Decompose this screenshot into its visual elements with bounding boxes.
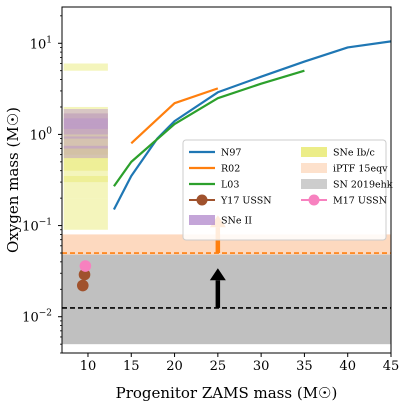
strip-box-sne-ib-c [63, 161, 108, 183]
legend-box [182, 139, 387, 241]
axes: 10 15 20 25 30 35 40 45 10−2 10−1 100 101 [22, 6, 400, 374]
strip-box-sne-ii [63, 109, 108, 125]
legend-swatch-sn-2019ehk [301, 179, 327, 189]
y-axis-title: Oxygen mass (M☉) [4, 107, 22, 253]
strip-box-sne-ii [63, 113, 108, 129]
x-axis-title: Progenitor ZAMS mass (M☉) [116, 384, 338, 402]
strip-box-sne-ib-c [63, 138, 108, 162]
x-tick-label: 35 [296, 359, 313, 374]
arrow-head-0 [209, 268, 226, 281]
x-tick-label: 45 [383, 359, 400, 374]
legend-swatch-iptf-15eqv [301, 163, 327, 173]
legend-label-sne-ii: SNe II [221, 216, 252, 227]
legend-label-iptf-15eqv: iPTF 15eqv [333, 164, 388, 175]
series-line-r02 [130, 87, 219, 145]
strip-box-sne-ib-c [63, 106, 108, 125]
y-tick-label: 10−1 [22, 218, 52, 235]
y-tick-label: 100 [30, 126, 53, 143]
legend-label-sne-ib-c: SNe Ib/c [333, 148, 375, 159]
legend-label-n97: N97 [221, 148, 241, 159]
strip-box-sne-ib-c [63, 113, 108, 139]
strip-box-sne-ii [63, 136, 108, 149]
strip-box-sne-ib-c [63, 198, 108, 230]
plot-area [62, 40, 391, 345]
data-point-m17-ussn [79, 260, 92, 272]
strip-box-sne-ib-c [63, 148, 108, 171]
legend-marker-m17-ussn [308, 194, 320, 206]
strip-box-sne-ii [63, 145, 108, 159]
series-line-n97 [112, 40, 391, 211]
data-point-y17-ussn [78, 268, 91, 281]
legend-swatch-sne-ib-c [301, 147, 327, 157]
strip-box-sne-ii [63, 118, 108, 135]
legend-label-m17-ussn: M17 USSN [333, 196, 387, 207]
series-line-l03 [113, 69, 305, 187]
band-sn-2019ehk [62, 253, 391, 345]
y-tick-label: 10−2 [22, 309, 52, 326]
strip-box-sne-ib-c [63, 124, 108, 155]
x-tick-label: 25 [210, 359, 227, 374]
strip-box-sne-ii [63, 124, 108, 139]
legend-label-r02: R02 [221, 164, 240, 175]
legend-label-y17-ussn: Y17 USSN [220, 196, 272, 207]
x-tick-label: 15 [123, 359, 140, 374]
x-tick-label: 30 [253, 359, 270, 374]
data-point-y17-ussn [76, 279, 89, 292]
strip-box-sne-ib-c [63, 63, 108, 71]
x-tick-label: 40 [339, 359, 356, 374]
legend-swatch-sne-ii [189, 215, 215, 225]
x-tick-label: 20 [166, 359, 183, 374]
axes-frame [61, 6, 392, 354]
y-tick-label: 101 [30, 35, 52, 52]
legend-label-sn-2019ehk: SN 2019ehk [333, 180, 393, 191]
legend: N97 SNe Ib/c R02 iPTF 15eqv L03 SN 2019ehk Y17… [182, 139, 393, 241]
x-tick-label: 10 [80, 359, 97, 374]
legend-label-l03: L03 [221, 180, 239, 191]
strip-box-sne-ib-c [63, 175, 108, 199]
legend-marker-y17-ussn [196, 194, 208, 206]
